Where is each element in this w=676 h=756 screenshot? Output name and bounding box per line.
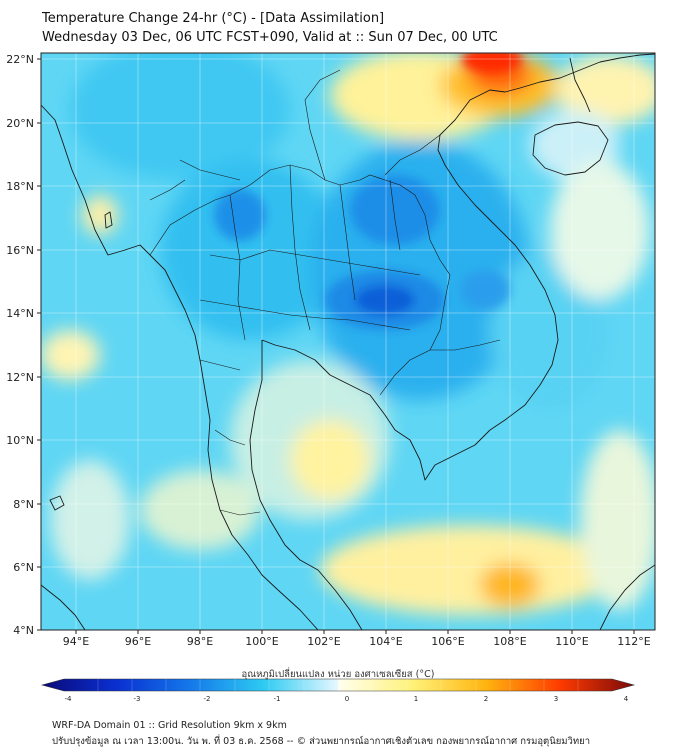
colorbar-tick: 2 [484, 695, 488, 703]
lon-label: 94°E [63, 635, 89, 648]
colorbar-tick: 0 [345, 695, 349, 703]
lon-label: 104°E [369, 635, 402, 648]
lat-label: 8°N [13, 498, 34, 511]
lat-label: 12°N [6, 371, 34, 384]
lat-label: 22°N [6, 53, 34, 66]
lat-label: 14°N [6, 307, 34, 320]
lat-label: 16°N [6, 244, 34, 257]
lat-label: 20°N [6, 117, 34, 130]
colorbar: -4 -3 -2 -1 0 1 2 3 4 [40, 678, 636, 703]
colorbar-tick: -4 [65, 695, 73, 703]
temperature-field [41, 53, 655, 630]
colorbar-tick: -1 [274, 695, 281, 703]
plot-frame [40, 52, 656, 631]
lon-label: 110°E [555, 635, 588, 648]
map-subtitle: Wednesday 03 Dec, 06 UTC FCST+090, Valid… [42, 30, 498, 45]
lon-label: 102°E [307, 635, 340, 648]
latitude-labels: 22°N 20°N 18°N 16°N 14°N 12°N 10°N 8°N 6… [6, 53, 34, 637]
longitude-labels: 94°E 96°E 98°E 100°E 102°E 104°E 106°E 1… [63, 635, 651, 648]
coastlines [41, 53, 655, 630]
footer-model-info: WRF-DA Domain 01 :: Grid Resolution 9km … [52, 720, 287, 731]
colorbar-tick: -3 [134, 695, 141, 703]
lon-label: 106°E [431, 635, 464, 648]
lat-label: 18°N [6, 180, 34, 193]
lon-label: 96°E [125, 635, 151, 648]
map-title: Temperature Change 24-hr (°C) - [Data As… [42, 11, 385, 26]
colorbar-gradient [40, 678, 636, 692]
lon-label: 98°E [187, 635, 213, 648]
lon-label: 108°E [493, 635, 526, 648]
admin-borders [149, 69, 501, 516]
lat-label: 10°N [6, 434, 34, 447]
lon-label: 112°E [617, 635, 650, 648]
graticule [41, 53, 655, 630]
colorbar-tick: 1 [414, 695, 418, 703]
colorbar-title: อุณหภูมิเปลี่ยนแปลง หน่วย องศาเซลเซียส (… [241, 669, 435, 680]
colorbar-tick: -2 [204, 695, 211, 703]
colorbar-segments [97, 679, 579, 691]
colorbar-tick: 4 [624, 695, 629, 703]
footer-credits: ปรับปรุงข้อมูล ณ เวลา 13:00น. วัน พ. ที่… [52, 736, 591, 747]
colorbar-tick: 3 [554, 695, 558, 703]
lon-label: 100°E [245, 635, 278, 648]
axis-ticks [37, 58, 635, 634]
lat-label: 4°N [13, 624, 34, 637]
lat-label: 6°N [13, 561, 34, 574]
